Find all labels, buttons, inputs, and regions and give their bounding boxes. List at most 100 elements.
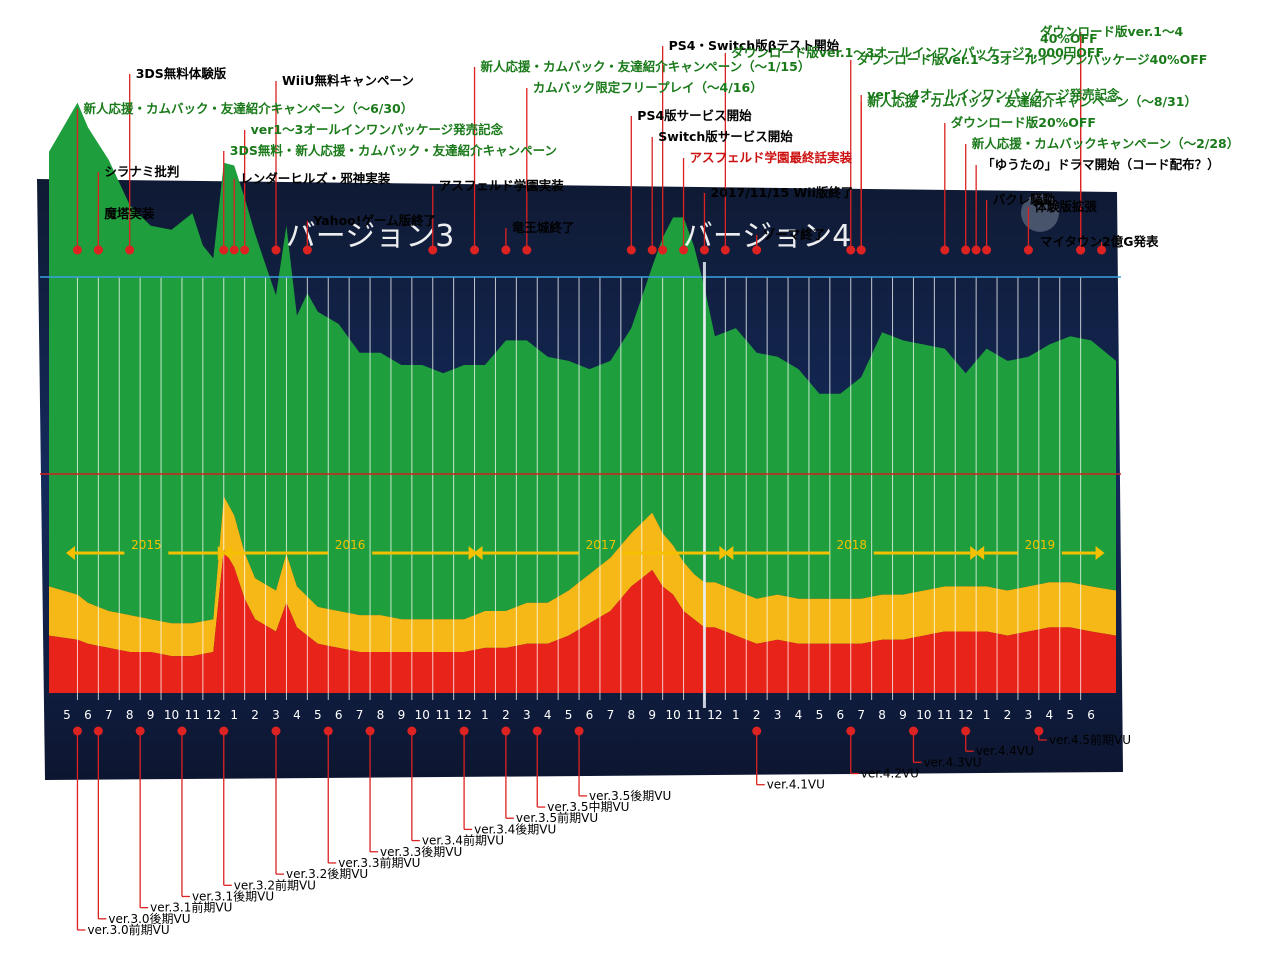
version-label: バージョン4 xyxy=(683,219,852,254)
year-label: 2017 xyxy=(586,538,617,552)
month-tick-label: 7 xyxy=(857,708,865,722)
month-tick-label: 8 xyxy=(377,708,385,722)
top-annotation-dot xyxy=(658,245,668,255)
month-tick-label: 2 xyxy=(251,708,259,722)
month-tick-label: 12 xyxy=(456,708,471,722)
year-label: 2015 xyxy=(131,538,162,552)
month-tick-label: 11 xyxy=(686,708,701,722)
bottom-annotation-label: ver.4.4VU xyxy=(976,744,1034,758)
bottom-annotation-label: ver.3.5中期VU xyxy=(547,799,629,814)
month-tick-label: 9 xyxy=(147,708,155,722)
month-tick-label: 5 xyxy=(565,708,573,722)
month-tick-label: 1 xyxy=(230,708,238,722)
bottom-annotation-label: ver.3.4前期VU xyxy=(422,833,504,848)
year-arrow-head xyxy=(468,546,478,560)
month-tick-label: 6 xyxy=(84,708,92,722)
top-annotation-dot xyxy=(72,245,82,255)
month-tick-label: 9 xyxy=(899,708,907,722)
top-annotation-label: ver1～3オールインワンパッケージ発売記念 xyxy=(251,122,504,137)
top-annotation-label: パクレ騒動 xyxy=(993,192,1056,207)
series-area-red xyxy=(49,549,1116,693)
top-annotation-label: 新人応援・カムバックキャンペーン（～2/28） xyxy=(972,136,1240,151)
month-tick-label: 11 xyxy=(436,708,451,722)
month-tick-label: 3 xyxy=(774,708,782,722)
top-annotation-label: シラナミ批判 xyxy=(104,164,179,179)
top-annotation-dot xyxy=(720,245,730,255)
top-annotation-dot xyxy=(699,245,709,255)
top-annotation-label: ゾーマ終了 xyxy=(763,227,826,242)
month-tick-label: 1 xyxy=(983,708,991,722)
top-annotation-dot xyxy=(856,245,866,255)
top-annotation-dot xyxy=(1097,245,1107,255)
year-arrow-head xyxy=(217,546,227,560)
bottom-annotation-label: ver.3.0前期VU xyxy=(87,922,169,937)
top-annotation-label: カムバック限定フリープレイ（～4/16） xyxy=(533,80,763,95)
top-annotation-label: 3DS無料体験版 xyxy=(136,66,227,81)
top-annotation-label: ダウンロード版ver.1～3オールインワンパッケージ40%OFF xyxy=(857,52,1208,67)
month-tick-label: 4 xyxy=(1045,708,1053,722)
top-annotation-label: 「ゆうたの」ドラマ開始（コード配布？） xyxy=(982,157,1220,172)
top-annotation-dot xyxy=(940,245,950,255)
top-annotation-dot xyxy=(302,245,312,255)
top-annotation-label: WiiU無料キャンペーン xyxy=(282,73,414,88)
month-tick-label: 7 xyxy=(607,708,615,722)
top-annotation-dot xyxy=(125,245,135,255)
month-axis: 5 6 7 8 9 10 11 12 1 2 3 4 5 6 7 8 9 10 11 12 1 2 3 4 5 6 7 8 9 10 11 1… xyxy=(63,708,1095,722)
version-label: バージョン3 xyxy=(286,219,455,254)
stacked-area-layer xyxy=(49,102,1116,693)
month-tick-label: 9 xyxy=(398,708,406,722)
top-annotation-dot xyxy=(229,245,239,255)
month-tick-label: 2 xyxy=(753,708,761,722)
year-arrow-head xyxy=(724,546,734,560)
top-annotation-dot xyxy=(470,245,480,255)
month-tick-label: 9 xyxy=(648,708,656,722)
month-tick-label: 10 xyxy=(415,708,430,722)
top-annotation-label: ver1～4オールインワンパッケージ発売記念 xyxy=(867,87,1120,102)
top-annotation-label: PS4・Switch版βテスト開始 xyxy=(669,38,840,53)
top-annotation-label: レンダーヒルズ・邪神実装 xyxy=(240,171,391,186)
year-arrow-head xyxy=(719,546,729,560)
month-tick-label: 4 xyxy=(795,708,803,722)
top-annotation-dot xyxy=(752,245,762,255)
month-tick-label: 3 xyxy=(523,708,531,722)
bottom-annotation-label: ver.3.1後期VU xyxy=(192,889,274,903)
series-area-orange xyxy=(49,496,1116,657)
bottom-annotation-label: ver.4.3VU xyxy=(923,755,981,769)
month-tick-label: 10 xyxy=(916,708,931,722)
year-arrow-head xyxy=(970,546,980,560)
month-tick-label: 5 xyxy=(816,708,824,722)
top-annotation-dot xyxy=(647,245,657,255)
top-annotation-dot xyxy=(219,245,229,255)
top-annotation-label: Yahoo!ゲーム版終了 xyxy=(312,213,436,228)
month-tick-label: 3 xyxy=(1025,708,1033,722)
month-tick-label: 10 xyxy=(665,708,680,722)
year-arrow-head xyxy=(222,546,232,560)
top-annotation-label: 40%OFF xyxy=(1040,31,1098,46)
month-tick-label: 12 xyxy=(707,708,722,722)
bottom-annotation-label: ver.3.2前期VU xyxy=(234,877,316,892)
top-annotation-dot xyxy=(428,245,438,255)
top-annotation-label: 新人応援・カムバック・友達紹介キャンペーン（～8/31） xyxy=(867,94,1197,109)
top-annotation-label: 新人応援・カムバック・友達紹介キャンペーン（～6/30） xyxy=(83,101,413,116)
year-arrow-head xyxy=(473,546,483,560)
month-tick-label: 7 xyxy=(356,708,364,722)
month-tick-label: 4 xyxy=(293,708,301,722)
month-tick-label: 7 xyxy=(105,708,113,722)
year-arrow-head xyxy=(66,546,75,560)
moon-decoration xyxy=(1021,194,1059,232)
bottom-annotation-label: ver.3.3後期VU xyxy=(380,845,462,859)
top-annotation-dot xyxy=(93,245,103,255)
month-tick-label: 8 xyxy=(627,708,635,722)
top-annotation-label: ダウンロード版ver.1～4 xyxy=(1040,24,1183,39)
series-area-green xyxy=(49,102,1116,624)
top-annotation-dot xyxy=(626,245,636,255)
top-annotation-dot xyxy=(271,245,281,255)
bottom-annotation-label: ver.3.4後期VU xyxy=(474,822,556,836)
month-tick-label: 10 xyxy=(164,708,179,722)
year-arrow-head xyxy=(1095,546,1105,560)
top-annotations: ダウンロード版ver.1～440%OFF PS4・Switch版βテスト開始ダウン… xyxy=(72,24,1240,255)
month-tick-label: 1 xyxy=(732,708,740,722)
month-tick-label: 12 xyxy=(958,708,973,722)
top-annotation-label: 2017/11/15 Wii版終了 xyxy=(710,185,853,200)
top-annotation-label: 新人応援・カムバック・友達紹介キャンペーン（～1/15） xyxy=(481,59,811,74)
